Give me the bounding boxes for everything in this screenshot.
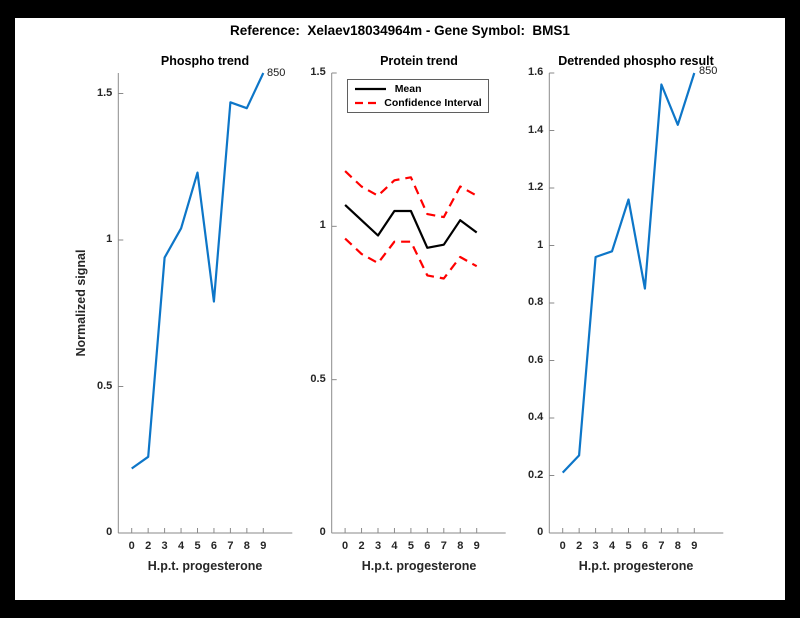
series-line-confidence-interval-upper bbox=[344, 170, 478, 219]
x-tick-label: 5 bbox=[407, 540, 414, 552]
series-line-mean bbox=[344, 204, 478, 249]
x-tick-label: 8 bbox=[457, 540, 464, 552]
matlab-figure-canvas: Reference: Xelaev18034964m - Gene Symbol… bbox=[15, 18, 785, 600]
y-tick-label: 1.2 bbox=[528, 181, 544, 193]
mean-line-sample-icon bbox=[354, 87, 386, 91]
x-tick-label: 0 bbox=[128, 540, 135, 552]
x-tick-label: 3 bbox=[374, 540, 382, 552]
x-tick-label: 7 bbox=[440, 540, 447, 552]
y-tick-label: 1.4 bbox=[528, 123, 544, 136]
series-line-detrended-phospho-signal bbox=[561, 72, 696, 474]
x-tick-label: 6 bbox=[424, 540, 431, 552]
y-tick-label: 0 bbox=[106, 526, 113, 538]
y-tick-label: 1 bbox=[537, 238, 544, 251]
x-tick-label: 0 bbox=[559, 540, 566, 552]
y-tick-label: 0.8 bbox=[528, 296, 544, 308]
x-tick-label: 9 bbox=[260, 540, 267, 552]
y-tick-label: 1 bbox=[106, 233, 113, 245]
x-tick-label: 2 bbox=[358, 540, 365, 552]
subplot2-title: Protein trend bbox=[380, 54, 458, 68]
subplot2-x-label: H.p.t. progesterone bbox=[361, 559, 477, 573]
plots-canvas bbox=[117, 72, 724, 534]
x-tick-label: 9 bbox=[691, 540, 698, 552]
x-tick-label: 4 bbox=[391, 540, 398, 552]
x-tick-label: 0 bbox=[342, 540, 349, 552]
y-tick-label: 0.2 bbox=[528, 468, 544, 481]
x-tick-label: 5 bbox=[194, 540, 201, 552]
y-tick-label: 0.5 bbox=[97, 379, 113, 392]
x-tick-label: 2 bbox=[145, 540, 152, 552]
x-tick-label: 3 bbox=[161, 540, 168, 552]
y-tick-label: 1 bbox=[319, 219, 326, 232]
series-line-phospho-signal bbox=[131, 72, 265, 470]
subplot3-endpoint-label: 850 bbox=[699, 65, 718, 77]
x-tick-label: 7 bbox=[658, 540, 665, 552]
x-tick-label: 7 bbox=[227, 540, 234, 552]
figure-title: Reference: Xelaev18034964m - Gene Symbol… bbox=[230, 23, 570, 38]
x-tick-label: 5 bbox=[625, 540, 632, 552]
y-tick-label: 0.4 bbox=[528, 411, 544, 423]
y-tick-label: 0 bbox=[537, 526, 544, 538]
x-tick-label: 9 bbox=[473, 540, 480, 552]
y-tick-label: 0 bbox=[319, 526, 326, 538]
x-tick-label: 8 bbox=[674, 540, 681, 552]
x-tick-label: 4 bbox=[608, 540, 616, 552]
subplot1-title: Phospho trend bbox=[160, 54, 250, 68]
series-line-confidence-interval-lower bbox=[344, 237, 478, 280]
y-tick-label: 0.5 bbox=[310, 372, 326, 385]
legend-label-confidence-interval: Confidence Interval bbox=[384, 97, 482, 109]
legend-item-mean: Mean bbox=[354, 82, 482, 96]
legend-box: Mean Confidence Interval bbox=[346, 79, 489, 113]
y-tick-label: 1.6 bbox=[528, 66, 544, 78]
subplot1-endpoint-label: 850 bbox=[267, 67, 286, 79]
x-tick-label: 6 bbox=[641, 540, 648, 552]
y-axis-label: Normalized signal bbox=[74, 249, 88, 357]
legend-item-confidence-interval: Confidence Interval bbox=[354, 96, 482, 110]
y-tick-label: 0.6 bbox=[528, 353, 544, 366]
x-tick-label: 8 bbox=[243, 540, 250, 552]
subplot1-x-label: H.p.t. progesterone bbox=[147, 559, 263, 573]
y-tick-label: 1.5 bbox=[97, 86, 113, 99]
confidence-interval-line-sample-icon bbox=[354, 101, 377, 105]
legend-label-mean: Mean bbox=[394, 83, 422, 95]
y-tick-label: 1.5 bbox=[310, 66, 326, 78]
subplot3-x-label: H.p.t. progesterone bbox=[578, 559, 694, 573]
x-tick-label: 6 bbox=[210, 540, 217, 552]
x-tick-label: 3 bbox=[592, 540, 599, 552]
subplot3-title: Detrended phospho result bbox=[558, 54, 714, 68]
x-tick-label: 2 bbox=[576, 540, 583, 552]
x-tick-label: 4 bbox=[177, 540, 185, 552]
